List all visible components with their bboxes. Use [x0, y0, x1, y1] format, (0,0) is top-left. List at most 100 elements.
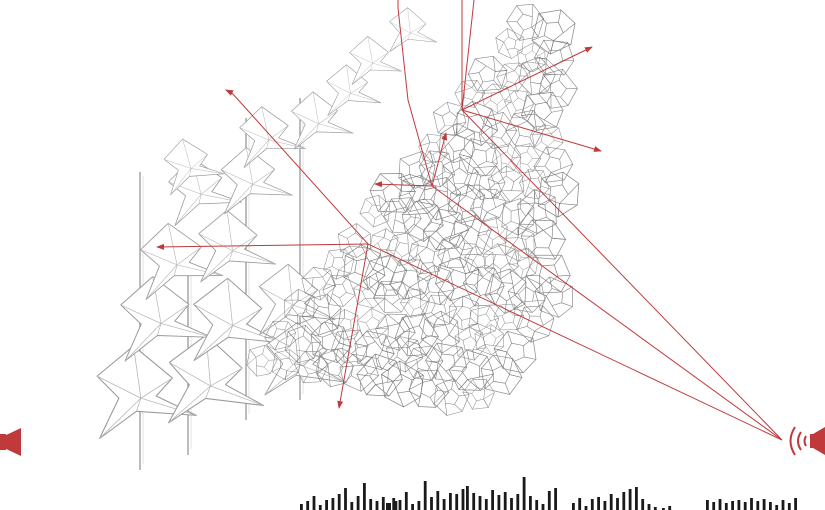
module-fold [359, 212, 369, 214]
module-fold [264, 336, 274, 339]
module-fold [560, 163, 573, 170]
module-fold [375, 325, 389, 329]
module-fold [312, 347, 323, 355]
module-fold [486, 305, 490, 314]
module-fold [437, 125, 446, 134]
module-outline [525, 254, 571, 294]
module-fold [410, 309, 414, 318]
waveform-bar [455, 494, 459, 510]
module-core [527, 202, 547, 222]
module-fold [563, 22, 576, 34]
module-fold [421, 312, 432, 315]
module-fold [409, 201, 415, 212]
module-fold [362, 233, 371, 240]
module-fold [527, 95, 536, 105]
module-fold [537, 56, 541, 68]
module-core [342, 338, 359, 355]
module-fold [507, 331, 512, 344]
module-core [303, 359, 319, 375]
module-fold [297, 314, 299, 325]
module-fold [305, 351, 314, 359]
module-fold [359, 380, 362, 392]
module-fold [356, 373, 370, 377]
module-fold [454, 183, 458, 197]
diffuser-module [407, 235, 446, 275]
module-fold [317, 351, 321, 364]
module-core [485, 226, 500, 241]
module-fold [471, 310, 479, 317]
module-fold [435, 238, 459, 250]
module-fold [354, 329, 360, 339]
module-fold [491, 239, 494, 250]
incident-ray-middle [397, 7, 783, 441]
module-fold [338, 233, 348, 239]
diffuser-module [408, 369, 450, 408]
module-fold [372, 228, 387, 238]
panel-outline [258, 263, 336, 336]
module-fold [484, 108, 498, 131]
module-core [549, 184, 569, 204]
panel-fold [205, 367, 243, 399]
module-fold [453, 151, 455, 163]
waveform-bar [350, 502, 354, 510]
audio-waveform [300, 477, 797, 510]
module-fold [398, 192, 410, 197]
module-fold [468, 327, 472, 337]
module-fold [493, 56, 508, 72]
module-outline [447, 183, 486, 224]
panel-fold [266, 125, 289, 149]
module-fold [541, 185, 550, 190]
diffuser-module [332, 309, 359, 340]
module-outline [531, 9, 576, 55]
panel-fold [136, 377, 173, 412]
module-fold [517, 189, 536, 205]
module-fold [454, 229, 469, 235]
module-fold [272, 321, 278, 329]
panel-outline [326, 64, 382, 116]
waveform-bar [510, 498, 513, 510]
module-fold [535, 62, 545, 65]
module-outline [496, 62, 529, 92]
diffuser-module [354, 330, 395, 371]
module-fold [328, 293, 333, 305]
module-fold [532, 42, 534, 51]
folded-panel-structure [96, 7, 438, 439]
module-fold [377, 201, 387, 212]
module-fold [399, 360, 401, 375]
module-core [518, 286, 535, 303]
module-fold [262, 345, 266, 354]
diffuser-module [418, 177, 462, 221]
module-fold [418, 344, 427, 355]
module-fold [443, 270, 451, 284]
module-fold [560, 97, 569, 106]
module-core [500, 151, 514, 165]
module-fold [454, 89, 465, 94]
waveform-bar [388, 503, 391, 510]
module-fold [416, 201, 438, 214]
module-fold [510, 146, 521, 162]
module-fold [559, 149, 566, 160]
module-core [533, 229, 553, 249]
module-fold [317, 355, 329, 375]
diffuser-module [519, 169, 550, 200]
module-fold [524, 276, 527, 287]
module-fold [498, 226, 508, 243]
module-fold [485, 326, 496, 332]
module-fold [449, 233, 462, 242]
module-fold [514, 281, 527, 305]
waveform-bar [497, 495, 501, 510]
module-fold [496, 73, 507, 78]
module-fold [517, 51, 526, 56]
module-outline [369, 173, 416, 213]
panel-outline [291, 91, 354, 150]
module-fold [537, 170, 544, 179]
module-fold [543, 124, 559, 135]
module-fold [357, 345, 369, 348]
module-fold [466, 349, 470, 362]
module-fold [499, 323, 505, 331]
module-core [347, 232, 363, 248]
module-core [291, 299, 307, 315]
diffuser-module [456, 101, 498, 146]
diffuser-module [301, 294, 342, 336]
module-fold [455, 214, 477, 228]
